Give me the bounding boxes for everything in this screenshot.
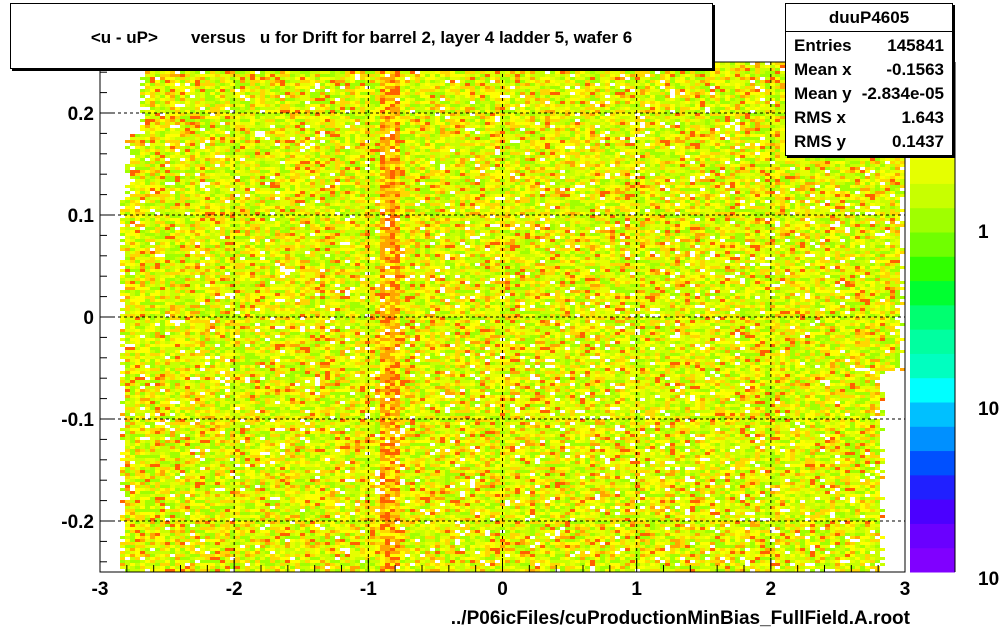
stats-key: RMS y xyxy=(794,132,846,151)
z-axis: 1 10 10 xyxy=(978,222,999,590)
y-tick-label: -0.1 xyxy=(61,410,94,431)
x-axis: -3 -2 -1 0 1 2 3 xyxy=(92,558,911,600)
palette-swatch xyxy=(910,280,955,306)
z-tick-label: 1 xyxy=(978,222,989,243)
heatmap-cell-group xyxy=(120,62,905,572)
stats-row-mean-x: Mean x -0.1563 xyxy=(794,60,944,82)
stats-box: duuP4605 Entries 145841 Mean x -0.1563 M… xyxy=(785,3,953,156)
grid-lines xyxy=(100,62,905,572)
palette-swatch xyxy=(910,547,955,573)
palette-swatch xyxy=(910,256,955,282)
x-tick-label: 3 xyxy=(900,579,911,600)
x-tick-label: -2 xyxy=(226,579,243,600)
palette-swatch xyxy=(910,377,955,403)
y-tick-label: 0.1 xyxy=(68,206,95,227)
stats-histogram-name: duuP4605 xyxy=(828,8,910,27)
palette-swatch xyxy=(910,450,955,476)
heatmap-cell-group xyxy=(120,62,905,572)
palette-swatch xyxy=(910,426,955,452)
stats-separator xyxy=(786,31,952,32)
stats-value: -2.834e-05 xyxy=(861,84,944,103)
palette-swatch xyxy=(910,499,955,524)
stats-key: Entries xyxy=(794,36,852,55)
stats-row-mean-y: Mean y -2.834e-05 xyxy=(794,84,944,106)
z-tick-label: 10 xyxy=(978,569,999,590)
x-tick-label: 0 xyxy=(497,579,508,600)
stats-row-rms-x: RMS x 1.643 xyxy=(794,108,944,130)
stats-value: 0.1437 xyxy=(892,132,944,151)
palette-swatch xyxy=(910,329,955,354)
y-tick-label: 0 xyxy=(83,308,94,329)
stats-value: 145841 xyxy=(887,36,944,55)
z-tick-label: 10 xyxy=(978,399,999,420)
stats-value: 1.643 xyxy=(901,108,944,127)
palette-swatch xyxy=(910,232,955,257)
stats-key: Mean y xyxy=(794,84,852,103)
x-tick-label: -1 xyxy=(360,579,377,600)
y-tick-label: 0.2 xyxy=(68,104,94,125)
palette-swatch xyxy=(910,402,955,427)
y-tick-label: -0.2 xyxy=(61,512,94,533)
title-box: <u - uP> versus u for Drift for barrel 2… xyxy=(10,3,713,69)
x-tick-label: -3 xyxy=(92,579,109,600)
x-tick-label: 1 xyxy=(631,579,642,600)
stats-value: -0.1563 xyxy=(886,60,944,79)
palette-swatch xyxy=(910,207,955,233)
heatmap-cell-group xyxy=(120,62,905,572)
palette-swatch xyxy=(910,159,955,184)
palette-swatch xyxy=(910,183,955,209)
palette-swatch xyxy=(910,353,955,379)
chart-title: <u - uP> versus u for Drift for barrel 2… xyxy=(90,28,633,47)
stats-row-rms-y: RMS y 0.1437 xyxy=(794,132,944,154)
stats-key: Mean x xyxy=(794,60,852,79)
stats-key: RMS x xyxy=(794,108,846,127)
source-file-label: ../P06icFiles/cuProductionMinBias_FullFi… xyxy=(450,608,910,629)
palette-swatch xyxy=(910,304,955,330)
stats-row-entries: Entries 145841 xyxy=(794,36,944,58)
heatmap-cell-group xyxy=(120,62,905,572)
palette-swatch xyxy=(910,523,955,549)
y-axis: -0.2 -0.1 0 0.1 0.2 xyxy=(61,71,114,563)
palette-swatch xyxy=(910,474,955,500)
x-tick-label: 2 xyxy=(766,579,777,600)
